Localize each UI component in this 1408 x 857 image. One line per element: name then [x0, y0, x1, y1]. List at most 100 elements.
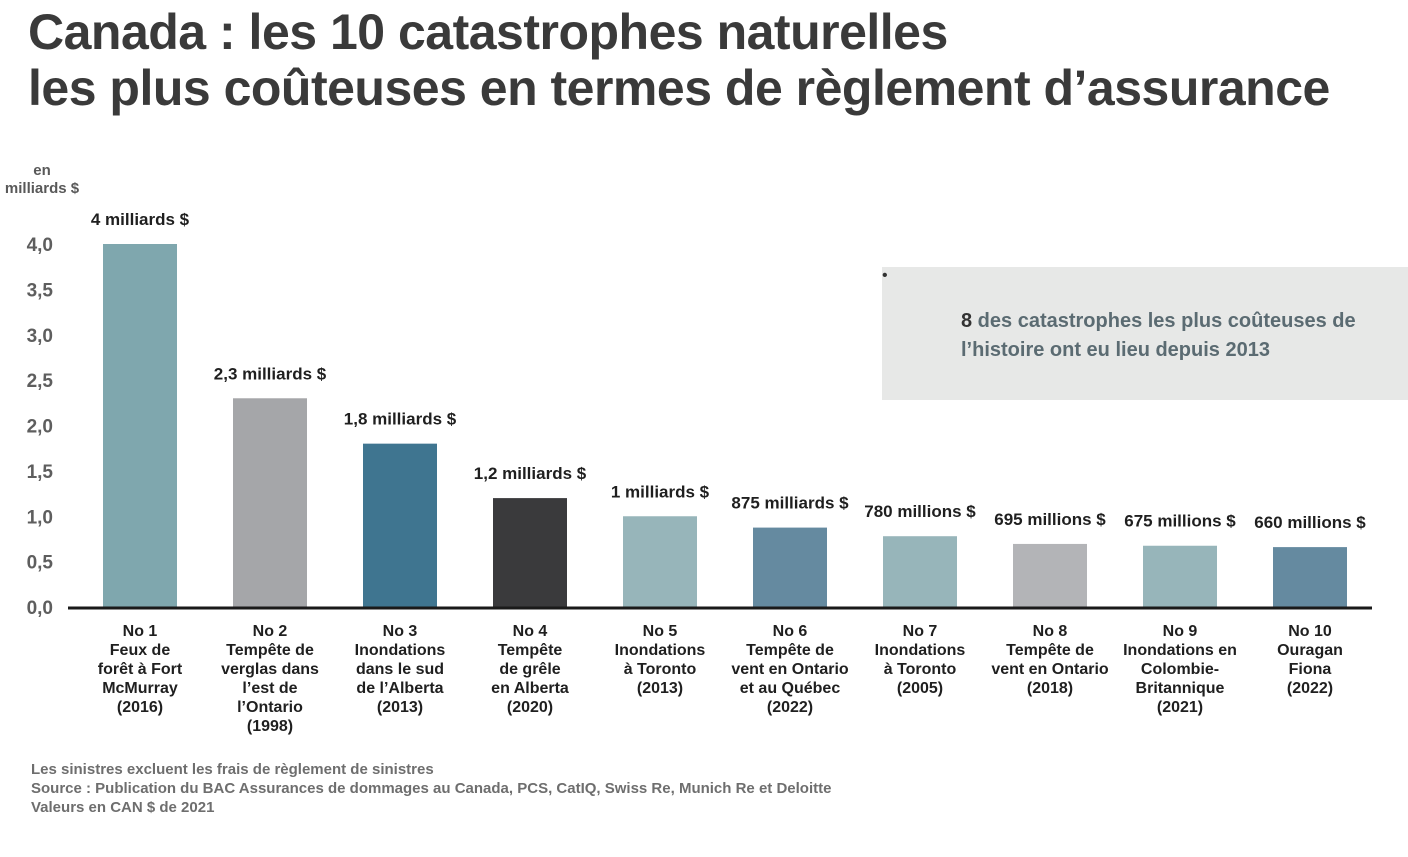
x-category-line: No 5 [643, 623, 678, 640]
data-label: 780 millions $ [864, 502, 976, 521]
x-category-line: de l’Alberta [356, 680, 443, 697]
callout-bullet: • [882, 267, 1408, 400]
bar [623, 516, 697, 607]
footer-notes: Les sinistres excluent les frais de règl… [31, 760, 831, 817]
x-category-line: No 10 [1288, 623, 1332, 640]
x-category-line: Inondations en [1123, 642, 1237, 659]
data-label: 660 millions $ [1254, 513, 1366, 532]
x-category-label: No 6 Tempête de vent en Ontario et au Québe… [731, 623, 849, 716]
x-category-line: No 4 [513, 623, 548, 640]
x-category-line: No 6 [773, 623, 808, 640]
bar [103, 244, 177, 607]
x-category-line: (2021) [1157, 699, 1203, 716]
bar [1143, 545, 1217, 607]
unit-line-2: milliards $ [4, 180, 80, 197]
title-line-1: Canada : les 10 catastrophes naturelles [28, 4, 948, 60]
bar [493, 498, 567, 607]
x-category-line: l’est de [242, 680, 297, 697]
data-label: 1,2 milliards $ [474, 464, 587, 483]
bar [753, 527, 827, 607]
x-category-line: No 2 [253, 623, 288, 640]
x-category-label: No 5 Inondations à Toronto (2013) [615, 623, 706, 697]
data-label: 2,3 milliards $ [214, 364, 327, 383]
x-category-line: Tempête de [1006, 642, 1094, 659]
x-category-line: l’Ontario [237, 699, 303, 716]
x-category-line: McMurray [102, 680, 178, 697]
x-category-line: verglas dans [221, 661, 319, 678]
x-category-line: à Toronto [624, 661, 697, 678]
x-category-line: dans le sud [356, 661, 444, 678]
x-category-line: (1998) [247, 718, 293, 735]
chart-title: Canada : les 10 catastrophes naturelles … [28, 4, 1330, 116]
data-label: 1,8 milliards $ [344, 410, 457, 429]
x-category-line: (2013) [377, 699, 423, 716]
footer-source: Source : Publication du BAC Assurances d… [31, 780, 832, 797]
x-category-line: de grêle [499, 661, 560, 678]
title-line-2: les plus coûteuses en termes de règlemen… [28, 60, 1330, 116]
x-category-line: No 1 [123, 623, 158, 640]
x-category-label: No 2 Tempête de verglas dans l’est de l’Onta… [221, 623, 319, 735]
footer-currency: Valeurs en CAN $ de 2021 [31, 799, 215, 816]
x-category-line: Tempête [498, 642, 563, 659]
x-category-line: (2022) [767, 699, 813, 716]
bar [883, 536, 957, 607]
x-category-label: No 1 Feux de forêt à Fort McMurray (2016) [98, 623, 183, 716]
bar [1013, 543, 1087, 607]
x-category-line: No 7 [903, 623, 938, 640]
bar [363, 443, 437, 607]
x-category-line: Inondations [615, 642, 706, 659]
x-category-line: vent en Ontario [731, 661, 849, 678]
x-category-line: Tempête de [746, 642, 834, 659]
x-category-line: No 8 [1033, 623, 1068, 640]
x-category-line: Ouragan [1277, 642, 1343, 659]
y-tick-label: 4,0 [27, 235, 53, 256]
x-category-line: et au Québec [740, 680, 841, 697]
x-category-line: No 9 [1163, 623, 1198, 640]
callout-text: 8 des catastrophes les plus coûteuses de… [961, 307, 1391, 365]
x-category-line: forêt à Fort [98, 661, 183, 678]
y-tick-label: 3,0 [27, 326, 53, 347]
bar [233, 398, 307, 607]
y-axis-unit-label: en milliards $ [0, 162, 84, 198]
x-category-line: (2020) [507, 699, 553, 716]
callout-body: des catastrophes les plus coûteuses de l… [961, 310, 1356, 361]
x-category-line: Feux de [110, 642, 171, 659]
x-category-line: (2016) [117, 699, 163, 716]
y-tick-label: 3,5 [27, 280, 54, 301]
data-label: 695 millions $ [994, 510, 1106, 529]
data-label: 1 milliards $ [611, 482, 710, 501]
x-category-line: Britannique [1136, 680, 1225, 697]
x-category-line: vent en Ontario [991, 661, 1109, 678]
data-label: 675 millions $ [1124, 512, 1236, 531]
x-category-line: Inondations [875, 642, 966, 659]
x-category-line: (2022) [1287, 680, 1333, 697]
x-category-line: Colombie- [1141, 661, 1219, 678]
y-tick-label: 1,0 [27, 507, 53, 528]
x-category-line: (2013) [637, 680, 683, 697]
x-category-line: Tempête de [226, 642, 314, 659]
x-category-line: (2018) [1027, 680, 1073, 697]
x-category-line: en Alberta [491, 680, 569, 697]
unit-line-1: en [33, 162, 51, 179]
y-tick-label: 0,0 [27, 598, 53, 619]
x-category-label: No 8 Tempête de vent en Ontario (2018) [991, 623, 1109, 697]
bar [1273, 547, 1347, 607]
x-category-line: No 3 [383, 623, 418, 640]
x-category-line: (2005) [897, 680, 943, 697]
x-category-label: No 7 Inondations à Toronto (2005) [875, 623, 966, 697]
x-category-label: No 10 Ouragan Fiona (2022) [1277, 623, 1343, 697]
footer-note: Les sinistres excluent les frais de règl… [31, 761, 434, 778]
y-tick-label: 1,5 [27, 462, 54, 483]
x-category-line: Fiona [1289, 661, 1332, 678]
x-category-label: No 3 Inondations dans le sud de l’Alberta (2… [355, 623, 446, 716]
y-tick-label: 2,0 [27, 417, 53, 438]
x-category-line: à Toronto [884, 661, 957, 678]
x-category-line: Inondations [355, 642, 446, 659]
callout-number: 8 [961, 310, 973, 332]
x-category-label: No 9 Inondations en Colombie- Britannique (2… [1123, 623, 1237, 716]
y-tick-label: 2,5 [27, 371, 54, 392]
x-category-label: No 4 Tempête de grêle en Alberta (2020) [491, 623, 569, 716]
data-label: 875 milliards $ [731, 494, 849, 513]
y-tick-label: 0,5 [27, 553, 54, 574]
